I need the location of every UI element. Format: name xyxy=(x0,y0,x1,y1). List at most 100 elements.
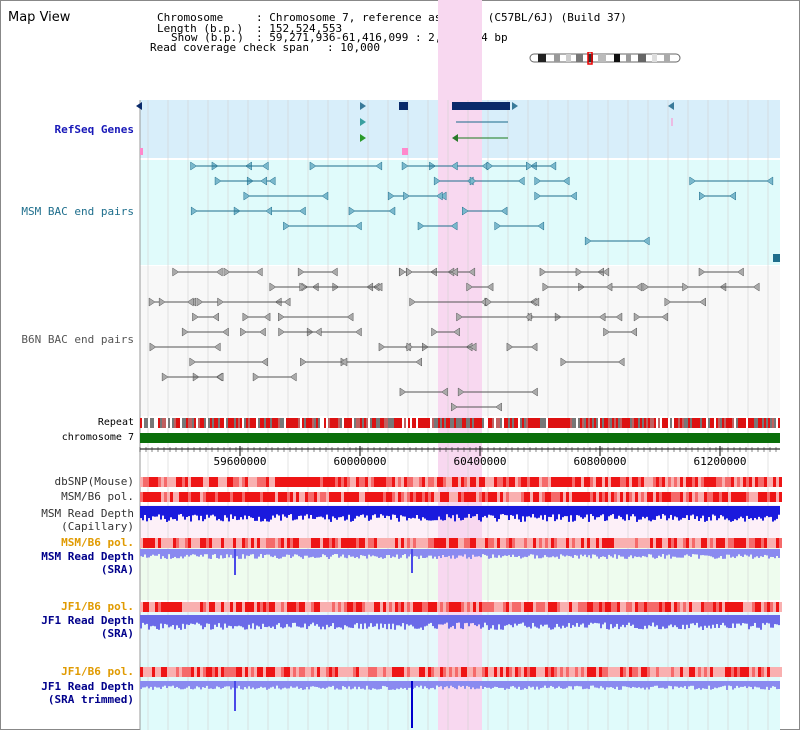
read-depth-bar xyxy=(202,615,204,630)
polymorphism-cell xyxy=(509,538,512,548)
polymorphism-cell xyxy=(278,602,281,612)
refseq-gene xyxy=(136,102,142,110)
msm-b6-pol2-label[interactable]: MSM/B6 pol. xyxy=(61,536,134,549)
read-depth-bar xyxy=(354,615,356,625)
read-depth-bar xyxy=(708,549,710,556)
chromosome-label[interactable]: chromosome 7 xyxy=(61,432,134,443)
read-depth-bar xyxy=(426,681,428,689)
polymorphism-cell xyxy=(698,477,701,487)
polymorphism-cell xyxy=(224,492,227,502)
read-depth-bar xyxy=(384,615,386,625)
polymorphism-cell xyxy=(164,492,167,502)
polymorphism-cell xyxy=(272,492,275,502)
read-depth-bar xyxy=(552,681,554,687)
jf1-b6-pol-label[interactable]: JF1/B6 pol. xyxy=(61,600,134,613)
repeat-segment xyxy=(468,418,470,428)
read-depth-bar xyxy=(602,615,604,625)
read-depth-bar xyxy=(164,506,166,520)
read-depth-bar xyxy=(170,681,172,687)
repeat-segment xyxy=(144,418,146,428)
read-depth-bar xyxy=(170,549,172,559)
bac-end-arrow xyxy=(252,372,260,382)
polymorphism-cell xyxy=(710,477,713,487)
read-depth-bar xyxy=(514,681,516,688)
read-depth-bar xyxy=(220,549,222,556)
msm-b6-pol-label[interactable]: MSM/B6 pol. xyxy=(61,490,134,503)
repeat-label[interactable]: Repeat xyxy=(97,417,134,428)
read-depth-bar xyxy=(382,549,384,559)
msm-bac-label[interactable]: MSM BAC end pairs xyxy=(21,205,134,218)
polymorphism-cell xyxy=(488,492,491,502)
polymorphism-cell xyxy=(167,492,170,502)
read-depth-bar xyxy=(452,549,454,556)
polymorphism-cell xyxy=(755,538,758,548)
read-depth-bar xyxy=(664,549,666,559)
polymorphism-cell xyxy=(599,667,602,677)
read-depth-bar xyxy=(666,681,668,689)
track-features[interactable] xyxy=(136,102,782,728)
read-depth-bar xyxy=(758,506,760,517)
read-depth-bar xyxy=(228,549,230,558)
polymorphism-cell xyxy=(530,667,533,677)
read-depth-bar xyxy=(466,615,468,623)
polymorphism-cell xyxy=(161,538,164,548)
read-depth-bar xyxy=(570,506,572,516)
bac-end-arrow xyxy=(494,221,502,231)
read-depth-bar xyxy=(494,615,496,630)
polymorphism-cell xyxy=(320,602,323,612)
read-depth-bar xyxy=(424,681,426,687)
polymorphism-cell xyxy=(749,538,752,548)
polymorphism-cell xyxy=(761,667,764,677)
polymorphism-cell xyxy=(506,477,509,487)
polymorphism-cell xyxy=(158,538,161,548)
polymorphism-cell xyxy=(737,667,740,677)
read-depth-bar xyxy=(662,615,664,627)
msm-depth-cap-label[interactable]: MSM Read Depth xyxy=(41,507,134,520)
b6n-bac-label[interactable]: B6N BAC end pairs xyxy=(21,333,134,346)
repeat-segment xyxy=(466,418,468,428)
polymorphism-cell xyxy=(554,667,557,677)
read-depth-bar xyxy=(274,506,276,518)
polymorphism-cell xyxy=(506,538,509,548)
jf1-depth-sra-label[interactable]: JF1 Read Depth xyxy=(41,614,134,627)
read-depth-bar xyxy=(656,506,658,517)
dbsnp-label[interactable]: dbSNP(Mouse) xyxy=(54,475,134,488)
chromosome-ideogram[interactable] xyxy=(528,52,684,66)
read-depth-bar xyxy=(292,549,294,557)
polymorphism-cell xyxy=(266,492,269,502)
polymorphism-cell xyxy=(464,477,467,487)
polymorphism-cell xyxy=(260,477,263,487)
read-depth-bar xyxy=(528,506,530,517)
polymorphism-cell xyxy=(335,477,338,487)
refseq-genes-label[interactable]: RefSeq Genes xyxy=(54,123,134,136)
repeat-segment xyxy=(450,418,452,428)
polymorphism-cell xyxy=(383,602,386,612)
msm-depth-sra-label[interactable]: MSM Read Depth xyxy=(41,550,134,563)
polymorphism-cell xyxy=(152,477,155,487)
repeat-segment xyxy=(226,418,228,428)
polymorphism-cell xyxy=(527,492,530,502)
jf1-b6-pol2-label[interactable]: JF1/B6 pol. xyxy=(61,665,134,678)
jf1-depth-trim-label[interactable]: JF1 Read Depth xyxy=(41,680,134,693)
polymorphism-cell xyxy=(392,492,395,502)
read-depth-bar xyxy=(434,506,436,521)
read-depth-bar xyxy=(188,681,190,687)
read-depth-bar xyxy=(722,615,724,623)
polymorphism-cell xyxy=(308,492,311,502)
repeat-segment xyxy=(710,418,712,428)
polymorphism-cell xyxy=(242,538,245,548)
polymorphism-cell xyxy=(500,667,503,677)
read-depth-bar xyxy=(272,615,274,627)
polymorphism-cell xyxy=(659,538,662,548)
polymorphism-cell xyxy=(488,667,491,677)
read-depth-bar xyxy=(636,615,638,628)
read-depth-bar xyxy=(656,681,658,686)
read-depth-bar xyxy=(174,681,176,688)
read-depth-bar xyxy=(296,549,298,555)
bac-end-arrow xyxy=(451,267,459,277)
read-depth-bar xyxy=(726,549,728,555)
polymorphism-cell xyxy=(593,492,596,502)
polymorphism-cell xyxy=(665,477,668,487)
read-depth-bar xyxy=(154,615,156,627)
